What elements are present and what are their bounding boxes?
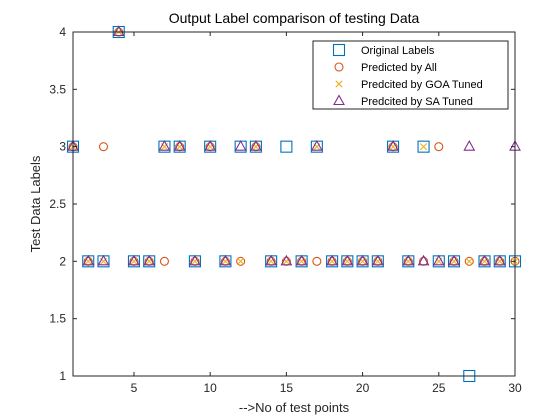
data-point: [310, 140, 323, 151]
x-axis-label: -->No of test points: [239, 400, 350, 415]
data-point: [341, 254, 354, 266]
y-tick-label: 2: [59, 254, 66, 268]
x-tick-label: 15: [280, 381, 294, 395]
data-point: [249, 140, 262, 151]
data-point: [219, 254, 232, 266]
data-point: [280, 254, 293, 266]
data-point: [419, 143, 428, 151]
data-markers: [66, 25, 522, 383]
data-point: [143, 254, 156, 266]
data-point: [237, 257, 245, 265]
data-point: [402, 254, 415, 266]
data-point: [371, 254, 384, 266]
data-point: [128, 254, 140, 266]
data-point: [434, 142, 444, 152]
x-tick-label: 5: [131, 381, 138, 395]
legend-box: [312, 40, 509, 110]
data-point: [280, 140, 293, 153]
data-point: [82, 254, 95, 266]
data-point: [98, 142, 109, 152]
data-point: [158, 140, 171, 151]
y-tick-label: 2.5: [49, 197, 66, 211]
data-point: [356, 254, 369, 266]
data-point: [204, 140, 217, 151]
data-point: [295, 254, 308, 266]
data-point: [463, 140, 476, 151]
data-point: [448, 254, 460, 266]
x-tick-label: 20: [356, 381, 370, 395]
axis-ticks: 5 10 15 20 25 30 1 1.5 2 2.5 3 3.5 4: [49, 25, 522, 395]
y-tick-label: 3.5: [49, 82, 66, 96]
data-point: [234, 140, 247, 151]
data-point: [417, 254, 430, 266]
data-point: [387, 140, 400, 151]
data-point: [97, 254, 110, 266]
data-point: [173, 140, 186, 151]
data-point: [188, 254, 201, 266]
data-point: [478, 254, 491, 266]
chart-title: Output Label comparison of testing Data: [169, 10, 420, 26]
legend-marker: [333, 94, 345, 106]
x-tick-label: 25: [432, 381, 446, 395]
y-axis-label: Test Data Labels: [28, 155, 43, 252]
y-tick-label: 4: [59, 25, 66, 39]
x-tick-label: 10: [203, 381, 217, 395]
data-point: [417, 140, 430, 153]
data-point: [112, 25, 125, 37]
legend-marker: [334, 62, 344, 72]
y-tick-label: 1.5: [49, 312, 66, 326]
legend: Original Labels Predicted by All Predcited…: [312, 40, 509, 110]
data-point: [432, 254, 445, 266]
data-point: [159, 256, 169, 266]
legend-marker: [335, 80, 343, 88]
y-tick-label: 1: [59, 369, 66, 383]
data-point: [236, 256, 246, 266]
legend-entry: Predicted by All: [361, 62, 437, 74]
data-point: [464, 256, 474, 266]
legend-entry: Predcited by GOA Tuned: [361, 79, 483, 91]
legend-marker: [332, 43, 346, 57]
data-point: [265, 254, 278, 266]
x-tick-label: 30: [508, 381, 522, 395]
y-tick-label: 3: [59, 140, 66, 154]
data-point: [493, 254, 506, 266]
legend-entry: Predcited by SA Tuned: [361, 96, 473, 108]
data-point: [465, 257, 473, 265]
legend-entry: Original Labels: [361, 45, 435, 57]
data-point: [312, 256, 322, 266]
data-point: [326, 254, 339, 266]
